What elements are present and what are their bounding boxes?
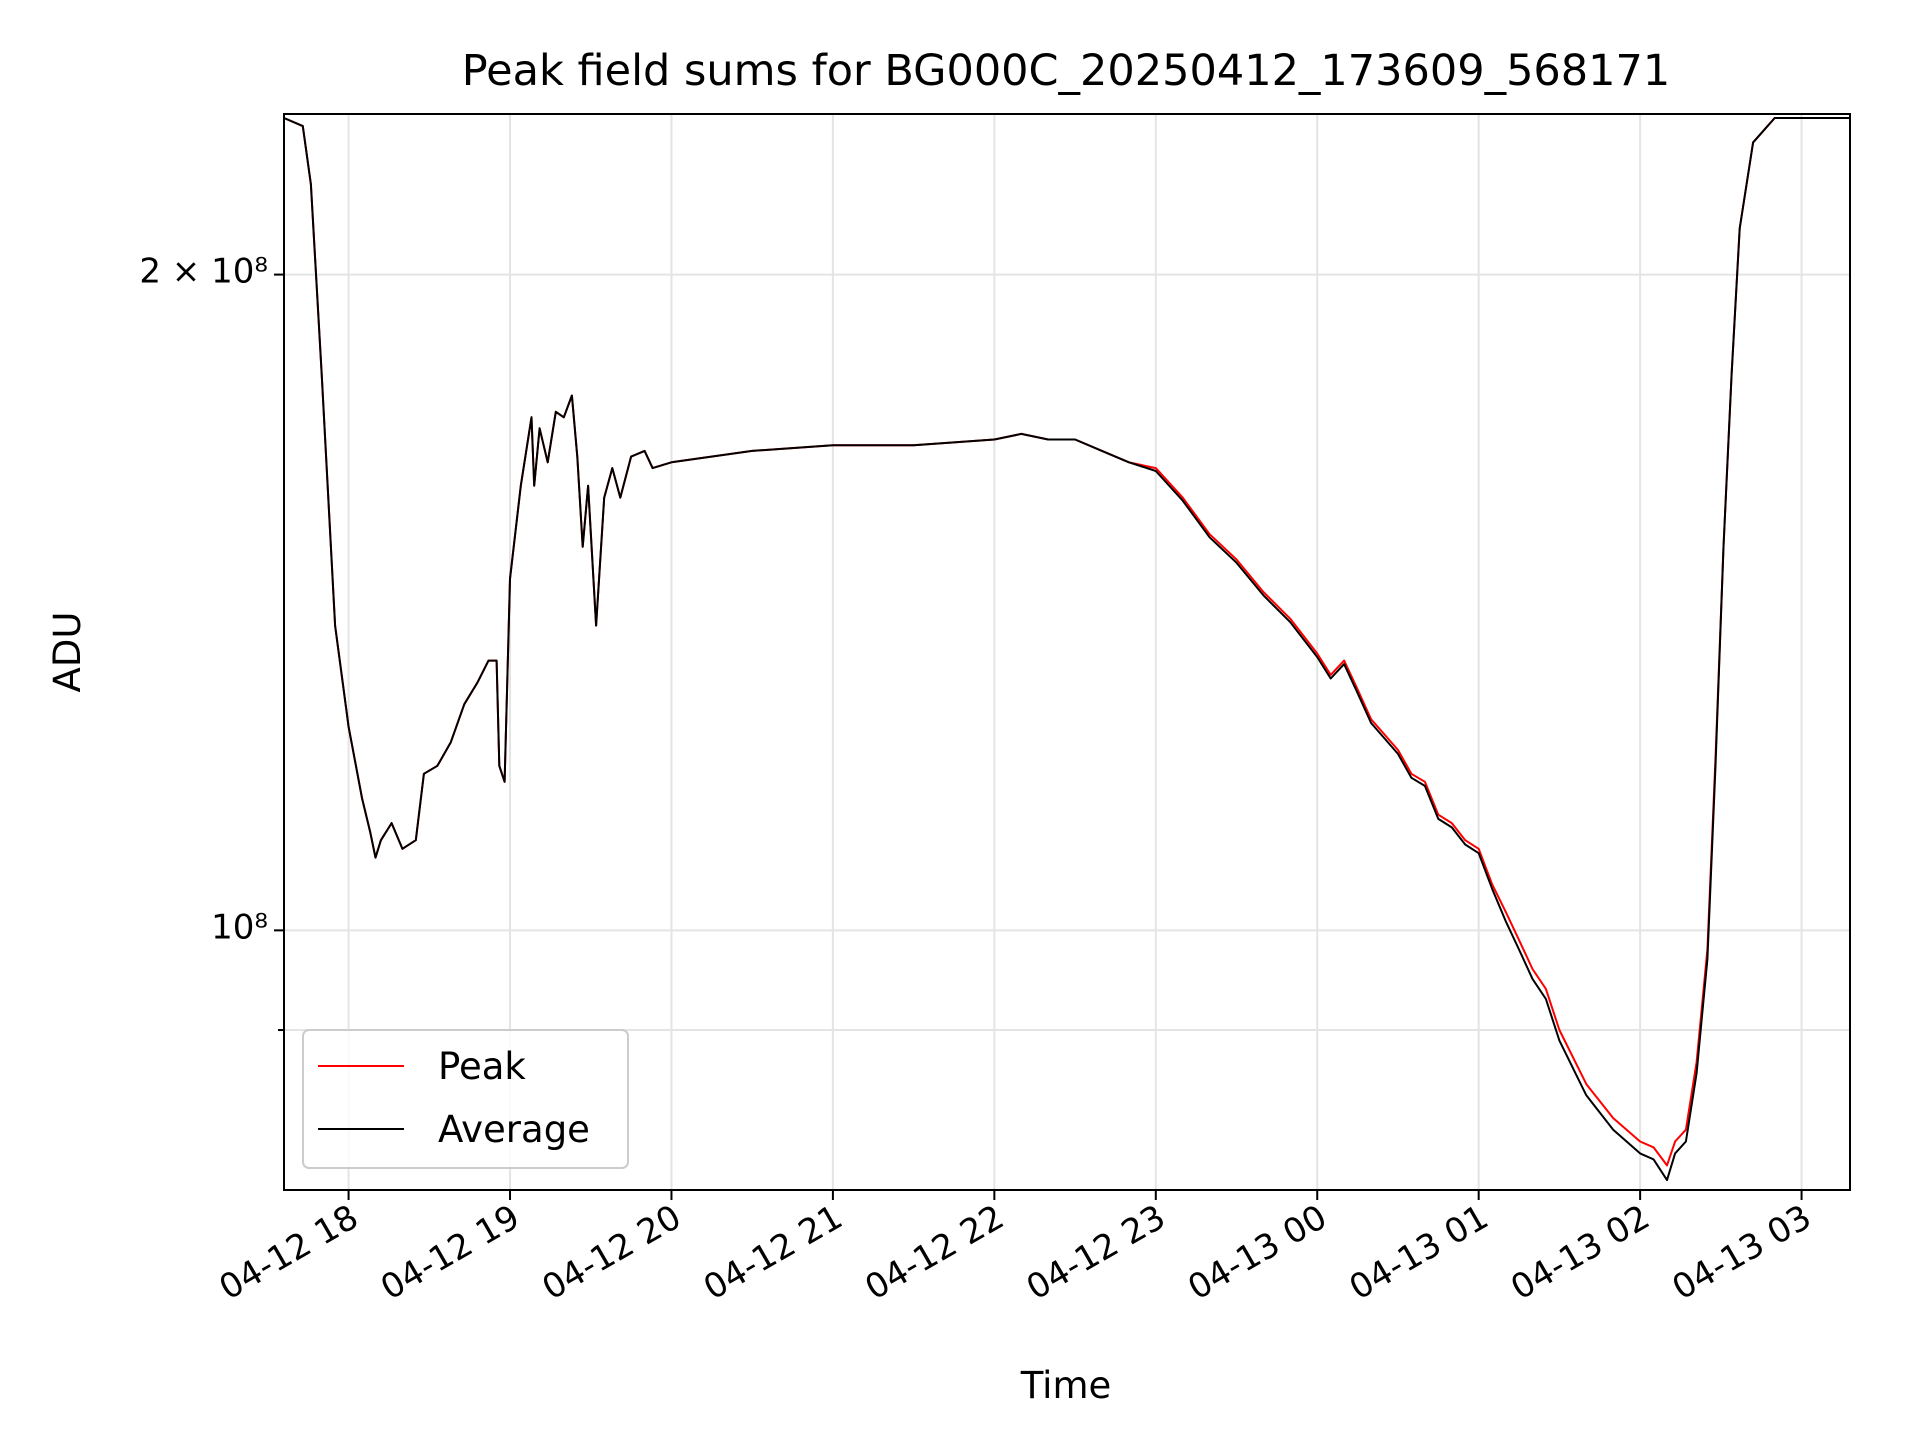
y-tick-label: 10⁸ xyxy=(211,907,268,947)
y-axis-label: ADU xyxy=(46,612,89,693)
x-axis-label: Time xyxy=(1020,1364,1112,1407)
y-tick-label: 2 × 10⁸ xyxy=(139,252,268,292)
x-tick-label: 04-12 21 xyxy=(697,1197,849,1308)
legend-label-average: Average xyxy=(438,1108,590,1151)
x-tick-label: 04-12 22 xyxy=(858,1197,1010,1308)
plot-frame xyxy=(283,113,1851,1191)
x-tick-label: 04-13 02 xyxy=(1504,1197,1656,1308)
x-tick-label: 04-13 03 xyxy=(1666,1197,1818,1308)
legend: Peak Average xyxy=(302,1029,629,1169)
series-line-average xyxy=(283,117,1850,1182)
legend-label-peak: Peak xyxy=(438,1045,526,1088)
legend-box xyxy=(302,1029,629,1169)
x-tick-label: 04-12 20 xyxy=(536,1197,688,1308)
x-tick-label: 04-13 01 xyxy=(1343,1197,1495,1308)
x-tick-label: 04-12 23 xyxy=(1020,1197,1172,1308)
x-tick-label: 04-12 18 xyxy=(213,1197,365,1308)
x-tick-label: 04-13 00 xyxy=(1181,1197,1333,1308)
plot-series xyxy=(283,117,1850,1182)
x-tick-label: 04-12 19 xyxy=(374,1197,526,1308)
chart-title: Peak field sums for BG000C_20250412_1736… xyxy=(462,46,1670,96)
grid xyxy=(284,114,1850,1190)
